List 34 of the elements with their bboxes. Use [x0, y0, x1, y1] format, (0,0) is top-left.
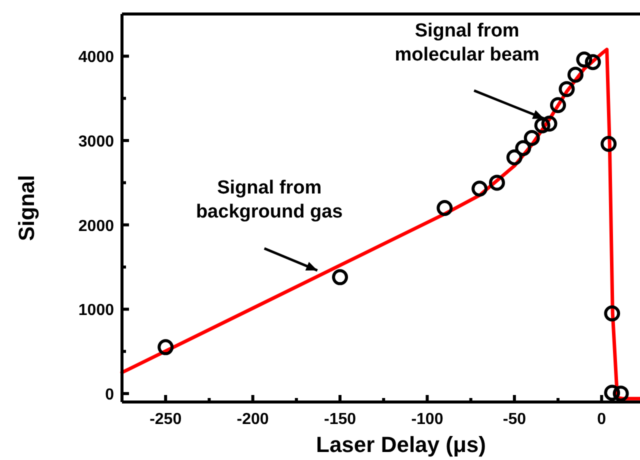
point: [436, 200, 453, 216]
point: [524, 130, 540, 146]
x-tick-label: -100: [411, 411, 444, 428]
point: [158, 339, 174, 356]
point: [488, 174, 505, 191]
point: [604, 305, 620, 322]
y-tick-label: 3000: [78, 134, 114, 151]
point: [534, 117, 550, 134]
annotation: Signal from molecular beam: [394, 20, 540, 66]
annotation: Signal from background gas: [196, 177, 343, 222]
x-tick-label: -200: [236, 411, 269, 428]
point: [576, 52, 592, 68]
y-tick-label: 2000: [78, 218, 114, 235]
point: [472, 180, 488, 197]
point: [584, 54, 601, 70]
y-tick-label: 0: [105, 386, 114, 404]
point: [604, 384, 620, 401]
x-tick-label: 0: [597, 411, 606, 428]
point: [332, 269, 348, 286]
point: [567, 66, 584, 83]
point: [558, 81, 575, 98]
x-tick-label: -150: [324, 411, 356, 428]
point: [515, 140, 532, 156]
y-tick-label: 4000: [78, 49, 114, 66]
y-axis-title: Signal: [14, 174, 39, 242]
point: [612, 386, 629, 402]
x-tick-label: -50: [502, 411, 526, 428]
x-tick-label: -250: [150, 411, 182, 428]
point: [506, 149, 522, 166]
x-axis-title: Laser Delay (μs): [316, 432, 486, 457]
y-tick-label: 1000: [78, 302, 114, 320]
point: [541, 116, 558, 132]
point: [550, 97, 566, 114]
point: [600, 136, 617, 152]
